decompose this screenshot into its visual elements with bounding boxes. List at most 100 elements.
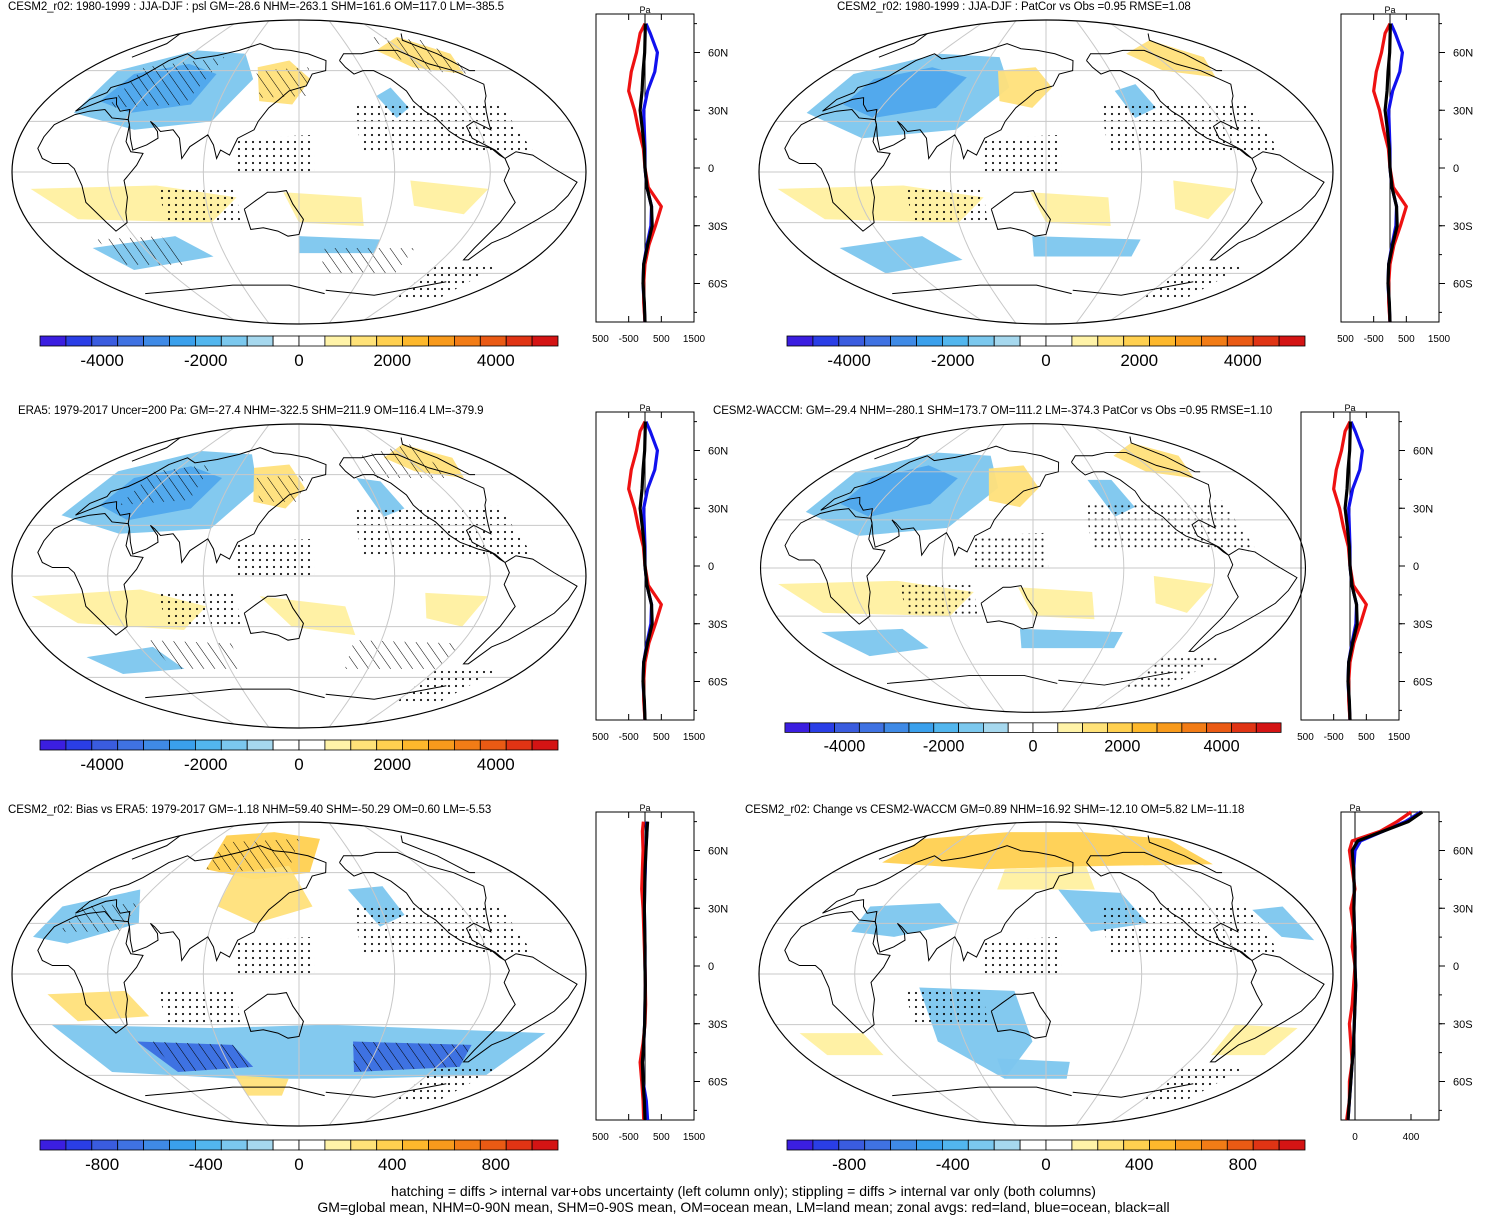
colorbar-box [531, 739, 559, 751]
coastline [1072, 281, 1194, 296]
graticule-line [1104, 20, 1238, 324]
colorbar-box [1206, 722, 1232, 733]
coastline [37, 108, 144, 232]
colorbar-box [376, 335, 404, 347]
colorbar-tick-label: 4000 [1203, 738, 1239, 756]
coastline [1086, 851, 1253, 961]
colorbar-box [1131, 722, 1158, 733]
graticule-line [202, 20, 270, 324]
coastline [820, 445, 1060, 557]
coastline [878, 835, 928, 860]
colorbar-box [272, 1139, 300, 1151]
colorbar-box [350, 739, 378, 751]
colorbar-box [784, 722, 811, 733]
coastline [131, 437, 181, 462]
stippling [1100, 101, 1283, 156]
graticule-line [357, 424, 491, 728]
colorbar-tick-label: -400 [936, 1155, 970, 1174]
colorbar-tick-label: -2000 [923, 738, 965, 756]
colorbar-box [916, 335, 943, 347]
panel-psl-patcor: CESM2_r02: 1980-1999 : JJA-DJF : PatCor … [745, 0, 1487, 385]
colorbar-box [246, 739, 274, 751]
colorbar-box [272, 739, 300, 751]
colorbar-box [864, 335, 891, 347]
lat-tick-label: 30S [1413, 619, 1433, 631]
anomaly-contour [851, 903, 959, 937]
graticule-line [107, 822, 241, 1126]
map-border [11, 423, 587, 729]
colorbar-box [117, 739, 144, 751]
colorbar-tick-label: 0 [1028, 738, 1037, 756]
colorbar-box [402, 335, 429, 347]
x-tick-label: 1500 [1388, 732, 1411, 743]
colorbar: -4000 -2000 0 2000 4000 [39, 739, 559, 774]
zonal-unit-label: Pa [639, 403, 650, 413]
coastline [75, 447, 327, 565]
colorbar-box [967, 335, 995, 347]
colorbar-box [39, 1139, 67, 1151]
panel-bias-vs-era5: CESM2_r02: Bias vs ERA5: 1979-2017 GM=-1… [0, 800, 745, 1175]
x-tick-label: -500 [619, 1132, 639, 1143]
colorbar-box [1252, 1139, 1280, 1151]
colorbar-box [1278, 335, 1306, 347]
colorbar-box [1149, 335, 1176, 347]
zonal-mean-plot: Pa 60N 30N 0 30S 60S -1500 -500 500 1500 [1337, 5, 1473, 345]
colorbar-box [786, 335, 814, 347]
colorbar-box [298, 335, 326, 347]
colorbar: -4000 -2000 0 2000 4000 [784, 722, 1282, 756]
world-map [11, 423, 587, 729]
lat-tick-label: 60S [1453, 279, 1473, 291]
coastline [462, 151, 578, 261]
colorbar-tick-label: 0 [294, 351, 303, 370]
colorbar-box [65, 739, 93, 751]
map-border [11, 19, 587, 325]
colorbar-box [169, 335, 196, 347]
colorbar-box [1045, 335, 1073, 347]
colorbar-box [117, 335, 144, 347]
colorbar-box [298, 739, 326, 751]
anomaly-contour [1018, 587, 1095, 620]
stippling [235, 936, 315, 974]
anomaly-contour [839, 236, 963, 274]
colorbar-box [834, 722, 860, 733]
x-tick-label: 1500 [683, 732, 706, 743]
colorbar-tick-label: 400 [378, 1155, 406, 1174]
zonal-all-line [638, 23, 654, 323]
lat-tick-label: 30N [708, 903, 728, 915]
coastline [874, 436, 921, 460]
coastline [325, 685, 447, 700]
coastline [1147, 835, 1217, 874]
colorbar-tick-label: -4000 [824, 738, 866, 756]
colorbar-tick-label: 800 [482, 1155, 510, 1174]
colorbar-box [1226, 335, 1254, 347]
coastline [131, 33, 181, 58]
colorbar-box [1175, 335, 1202, 347]
map-border [758, 19, 1334, 325]
zonal-ocean-line [1346, 810, 1422, 1121]
colorbar-box [1231, 722, 1257, 733]
colorbar-tick-label: -2000 [931, 351, 974, 370]
lat-tick-label: 60N [708, 48, 728, 60]
zonal-all-line [1346, 810, 1424, 1121]
coastline [1129, 436, 1196, 473]
lat-tick-label: 60S [1453, 1077, 1473, 1089]
coastline [1058, 671, 1173, 686]
colorbar-box [993, 335, 1021, 347]
anomaly-contour [799, 1033, 884, 1056]
x-tick-label: -1500 [592, 1132, 609, 1143]
colorbar-box [1255, 722, 1282, 733]
anomaly-contour [997, 1058, 1070, 1079]
colorbar-tick-label: -4000 [827, 351, 870, 370]
anomaly-contour [882, 832, 1213, 870]
colorbar-tick-label: 4000 [477, 351, 515, 370]
colorbar-tick-label: -4000 [80, 755, 123, 774]
colorbar-box [838, 1139, 866, 1151]
stippling [353, 505, 536, 560]
lat-tick-label: 30N [708, 105, 728, 117]
panel-cesm2-waccm: CESM2-WACCM: GM=-29.4 NHM=-280.1 SHM=173… [713, 400, 1487, 790]
hatching [106, 57, 225, 108]
coastline [75, 845, 327, 963]
x-tick-label: 500 [653, 334, 670, 345]
anomaly-contour [1173, 180, 1236, 220]
coastline [784, 108, 891, 232]
